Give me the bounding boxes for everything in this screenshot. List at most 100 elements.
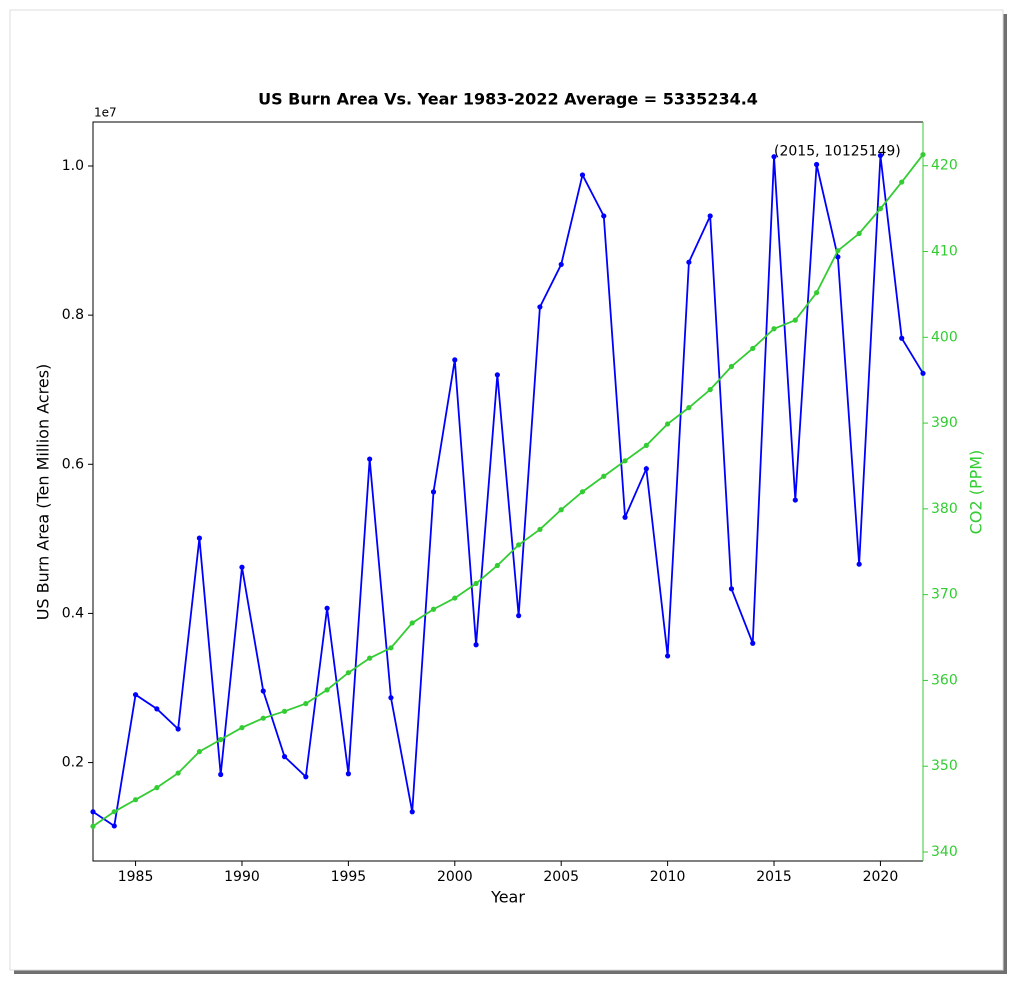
data-point (558, 261, 564, 268)
y2-tick-label: 420 (931, 158, 958, 174)
data-point (835, 248, 841, 254)
x-tick-label: 1995 (331, 869, 367, 885)
data-point (686, 259, 692, 265)
data-point (877, 152, 884, 159)
data-point (452, 595, 458, 601)
data-point (622, 458, 628, 464)
data-point (813, 290, 820, 296)
data-point (154, 785, 160, 791)
data-point (558, 507, 564, 513)
data-point (813, 161, 820, 168)
data-point (324, 687, 330, 693)
axes-frame (92, 121, 923, 862)
data-point (111, 809, 117, 815)
data-point (367, 456, 373, 462)
data-point (281, 708, 288, 714)
data-point (281, 754, 288, 760)
y-tick-label: 0.4 (62, 605, 84, 621)
data-point (920, 370, 926, 376)
data-point (239, 725, 245, 731)
data-point (132, 692, 139, 698)
y-offset-label: 1e7 (94, 106, 117, 120)
data-point (452, 357, 458, 363)
data-point (324, 605, 330, 611)
y-axis-label: US Burn Area (Ten Million Acres) (34, 364, 53, 621)
data-point (218, 771, 224, 778)
data-point (771, 154, 777, 160)
y2-tick-label: 410 (931, 244, 958, 260)
data-point (643, 442, 649, 448)
y2-tick-label: 340 (931, 844, 958, 860)
data-point (90, 823, 96, 829)
x-tick-label: 2000 (437, 869, 473, 885)
data-point (473, 580, 479, 587)
data-point (494, 562, 500, 569)
y2-tick-label: 370 (931, 587, 958, 603)
data-point (643, 466, 649, 472)
x-tick-label: 2005 (543, 869, 579, 885)
data-point (579, 489, 586, 495)
y-tick-label: 1.0 (62, 158, 84, 174)
data-point (579, 172, 586, 178)
x-tick-label: 1985 (118, 869, 154, 885)
series-line (92, 154, 924, 828)
data-point (899, 179, 905, 185)
data-point (430, 489, 437, 495)
y-tick-label: 0.2 (62, 755, 84, 771)
y2-tick-label: 350 (931, 758, 958, 774)
data-point (367, 655, 373, 661)
data-point (345, 670, 351, 676)
data-point (409, 809, 415, 815)
data-point (707, 387, 713, 393)
x-axis-label: Year (490, 888, 525, 907)
data-point (750, 345, 756, 352)
data-point (516, 542, 522, 548)
data-point (665, 653, 671, 659)
y2-tick-label: 360 (931, 672, 958, 688)
data-point (537, 526, 543, 533)
data-point (494, 372, 500, 378)
data-point (601, 473, 607, 479)
data-point (90, 809, 96, 815)
data-point (196, 749, 203, 755)
data-point (388, 645, 394, 651)
data-point (792, 317, 798, 323)
data-point (175, 770, 181, 776)
data-point (430, 606, 437, 612)
data-point (196, 535, 203, 541)
data-point (686, 405, 692, 411)
y2-tick-label: 400 (931, 329, 958, 345)
y2-axis-label: CO2 (PPM) (967, 450, 986, 535)
data-point (728, 586, 735, 592)
data-point (537, 304, 543, 310)
series-line (92, 155, 924, 828)
x-tick-label: 2020 (863, 869, 899, 885)
data-point (707, 213, 713, 219)
data-point (920, 151, 926, 158)
data-point (665, 421, 671, 427)
data-point (111, 823, 117, 829)
data-point (728, 363, 735, 370)
y-tick-label: 0.8 (62, 307, 84, 323)
data-point (303, 700, 309, 707)
data-point (516, 613, 522, 619)
x-tick-label: 2015 (756, 869, 792, 885)
data-point (409, 620, 415, 626)
data-point (260, 688, 266, 694)
data-point (771, 326, 777, 332)
data-point (154, 706, 160, 712)
data-point (218, 737, 224, 743)
data-point (303, 774, 309, 780)
data-point (877, 206, 884, 212)
data-point (473, 642, 479, 648)
frame (9, 9, 1004, 971)
data-point (622, 514, 628, 520)
data-point (750, 640, 756, 646)
data-point (792, 497, 798, 503)
data-point (239, 564, 245, 570)
data-point (175, 726, 181, 732)
y2-tick-label: 390 (931, 415, 958, 431)
data-point (856, 230, 862, 237)
chart-title: US Burn Area Vs. Year 1983-2022 Average … (258, 90, 758, 109)
data-point (132, 797, 139, 803)
